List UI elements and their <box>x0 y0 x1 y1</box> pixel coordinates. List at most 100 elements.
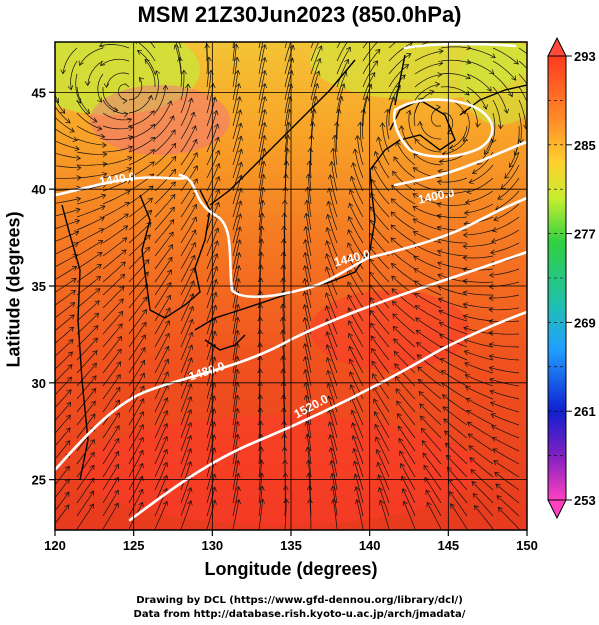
y-tick-label: 40 <box>32 182 46 197</box>
streamline-segment <box>55 198 81 204</box>
streamline-arrow <box>436 225 442 231</box>
streamline-segment <box>76 112 102 130</box>
streamline-segment <box>396 400 416 426</box>
streamline-arrow <box>74 145 80 152</box>
streamline-segment <box>348 333 364 361</box>
streamline-arrow <box>352 447 358 454</box>
streamline-arrow <box>162 435 169 442</box>
streamline-arrow <box>100 133 106 140</box>
streamline-arrow <box>281 420 287 426</box>
streamline-arrow <box>349 23 354 28</box>
streamline-segment <box>440 73 471 79</box>
streamline-segment <box>284 498 287 530</box>
streamline-arrow <box>125 190 131 196</box>
streamline-segment <box>76 205 106 218</box>
streamline-arrow <box>469 457 475 463</box>
streamline-arrow <box>171 142 177 149</box>
streamline-segment <box>489 355 520 361</box>
streamline-segment <box>232 421 239 452</box>
streamline-segment <box>348 216 364 244</box>
streamline-segment <box>421 440 442 465</box>
streamline-segment <box>206 434 215 465</box>
streamline-arrow <box>281 212 288 218</box>
streamline-segment <box>438 298 468 309</box>
streamline-arrow <box>171 168 177 175</box>
streamline-segment <box>374 151 390 179</box>
streamline-arrow <box>392 170 398 177</box>
streamline-segment <box>362 72 376 101</box>
streamline-segment <box>154 333 170 361</box>
streamline-arrow <box>436 104 441 111</box>
streamline-segment <box>440 46 471 49</box>
streamline-segment <box>232 382 238 413</box>
streamline-segment <box>55 165 81 169</box>
colorbar-label: 293 <box>574 49 596 64</box>
streamline-arrow <box>261 134 267 141</box>
streamline-arrow <box>188 331 194 337</box>
streamline-arrow <box>280 251 287 257</box>
streamline-segment <box>413 167 442 179</box>
streamline-segment <box>55 105 71 124</box>
streamline-arrow <box>234 69 241 75</box>
streamline-arrow <box>415 329 421 335</box>
streamline-arrow <box>234 394 240 400</box>
streamline-arrow <box>191 125 197 131</box>
streamline-segment <box>397 426 416 452</box>
streamline-arrow <box>122 225 129 231</box>
streamline-segment <box>447 467 468 491</box>
streamline-arrow <box>257 316 263 322</box>
streamline-segment <box>370 335 390 361</box>
streamline-arrow <box>261 56 267 63</box>
streamline-segment <box>258 109 266 140</box>
streamline-arrow <box>122 237 128 243</box>
streamline-arrow <box>187 409 193 415</box>
streamline-segment <box>305 395 312 426</box>
streamline-arrow <box>280 264 286 270</box>
streamline-arrow <box>116 361 122 367</box>
streamline-segment <box>377 137 390 166</box>
streamline-segment <box>392 313 416 335</box>
streamline-arrow <box>436 213 442 220</box>
streamline-segment <box>310 42 319 62</box>
streamline-arrow <box>91 387 97 394</box>
y-axis-label: Latitude (degrees) <box>3 211 24 368</box>
streamline-arrow <box>313 83 320 89</box>
streamline-segment <box>206 163 220 192</box>
streamline-arrow <box>425 489 431 495</box>
streamline-arrow <box>67 364 73 370</box>
streamline-arrow <box>187 370 193 376</box>
streamline-segment <box>491 425 520 439</box>
streamline-segment <box>154 295 171 322</box>
streamline-segment <box>437 190 468 194</box>
streamline-segment <box>128 411 144 439</box>
streamline-arrow <box>464 199 471 205</box>
streamline-arrow <box>65 427 71 433</box>
streamline-segment <box>154 70 159 101</box>
streamline-arrow <box>168 244 173 250</box>
streamline-segment <box>178 57 182 88</box>
streamline-segment <box>154 244 173 270</box>
streamline-segment <box>463 303 494 309</box>
streamline-segment <box>326 240 338 270</box>
streamline-arrow <box>139 76 145 83</box>
streamline-arrow <box>390 211 396 217</box>
streamline-arrow <box>412 231 419 236</box>
streamline-arrow <box>280 277 286 283</box>
streamline-segment <box>392 326 416 348</box>
streamline-arrow <box>416 354 422 360</box>
streamline-arrow <box>91 362 97 368</box>
streamline-arrow <box>234 381 240 387</box>
streamline-segment <box>180 152 198 179</box>
streamline-segment <box>309 498 312 530</box>
honshu-coast <box>194 169 376 331</box>
streamline-arrow <box>378 499 385 505</box>
streamline-arrow <box>349 371 355 377</box>
streamline-segment <box>76 400 96 426</box>
streamline-arrow <box>237 148 244 154</box>
streamline-segment <box>76 452 95 478</box>
streamline-arrow <box>167 269 172 275</box>
streamline-arrow <box>98 240 104 245</box>
streamline-arrow <box>145 234 151 240</box>
streamline-segment <box>128 197 153 218</box>
streamline-arrow <box>308 134 315 140</box>
